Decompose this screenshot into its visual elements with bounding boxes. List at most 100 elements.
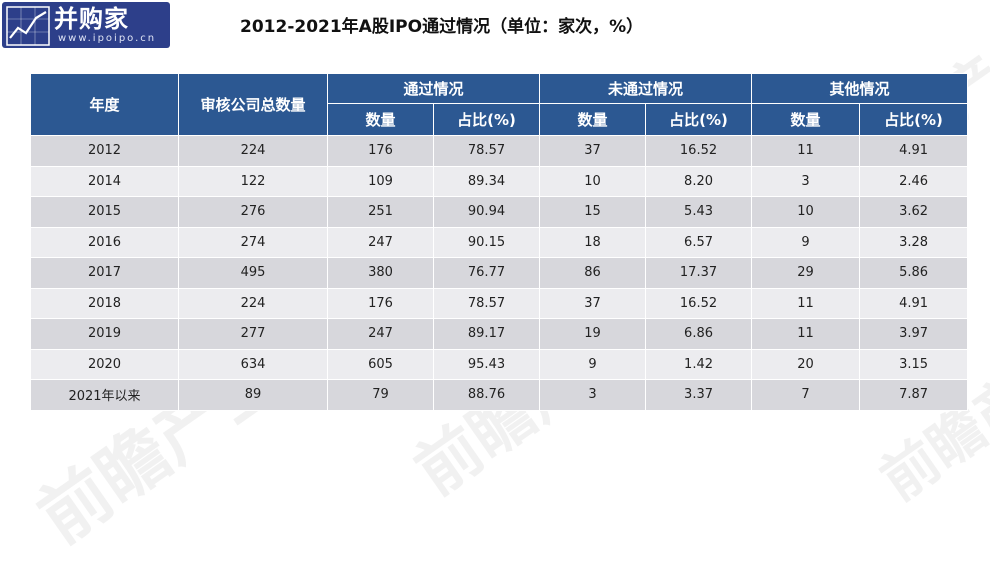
- cell-other-ratio: 2.46: [859, 165, 969, 197]
- table-row: 2021年以来 89 79 88.76 3 3.37 7 7.87: [30, 379, 969, 411]
- cell-failed-count: 10: [539, 165, 647, 197]
- cell-other-count: 7: [751, 379, 861, 411]
- cell-passed-ratio: 78.57: [432, 287, 541, 319]
- header-count: 数量: [751, 103, 861, 136]
- cell-failed-ratio: 8.20: [645, 165, 753, 197]
- cell-year: 2018: [30, 287, 179, 319]
- cell-passed-ratio: 95.43: [432, 348, 541, 380]
- cell-failed-ratio: 6.57: [645, 226, 753, 258]
- cell-passed-count: 176: [327, 135, 434, 167]
- table-row: 2016 274 247 90.15 18 6.57 9 3.28: [30, 226, 969, 258]
- cell-year: 2019: [30, 318, 179, 350]
- cell-other-count: 3: [751, 165, 861, 197]
- header-count: 数量: [327, 103, 434, 136]
- logo-url: www.ipoipo.cn: [58, 33, 157, 44]
- cell-passed-count: 247: [327, 318, 434, 350]
- cell-failed-count: 9: [539, 348, 647, 380]
- cell-other-ratio: 4.91: [859, 135, 969, 167]
- table-row: 2014 122 109 89.34 10 8.20 3 2.46: [30, 165, 969, 197]
- cell-year: 2012: [30, 135, 179, 167]
- chart-title: 2012-2021年A股IPO通过情况（单位：家次，%）: [240, 17, 644, 37]
- cell-passed-count: 380: [327, 257, 434, 289]
- cell-passed-count: 79: [327, 379, 434, 411]
- table-body: 2012 224 176 78.57 37 16.52 11 4.91 2014…: [30, 135, 969, 411]
- header-failed: 未通过情况: [539, 73, 753, 104]
- cell-passed-count: 109: [327, 165, 434, 197]
- cell-passed-ratio: 88.76: [432, 379, 541, 411]
- cell-total: 276: [178, 196, 328, 228]
- cell-failed-ratio: 16.52: [645, 287, 753, 319]
- cell-other-count: 11: [751, 287, 861, 319]
- cell-other-count: 20: [751, 348, 861, 380]
- header-year: 年度: [30, 73, 179, 136]
- logo-name: 并购家: [54, 5, 129, 33]
- cell-failed-ratio: 1.42: [645, 348, 753, 380]
- cell-year: 2021年以来: [30, 379, 179, 411]
- table-row: 2017 495 380 76.77 86 17.37 29 5.86: [30, 257, 969, 289]
- header-total: 审核公司总数量: [178, 73, 328, 136]
- header-ratio: 占比(%): [645, 103, 753, 136]
- cell-year: 2015: [30, 196, 179, 228]
- header-ratio: 占比(%): [432, 103, 541, 136]
- chart-logo-icon: [6, 6, 50, 46]
- cell-failed-ratio: 3.37: [645, 379, 753, 411]
- cell-total: 224: [178, 287, 328, 319]
- table-row: 2020 634 605 95.43 9 1.42 20 3.15: [30, 348, 969, 380]
- cell-other-ratio: 3.15: [859, 348, 969, 380]
- cell-other-ratio: 3.97: [859, 318, 969, 350]
- cell-failed-ratio: 5.43: [645, 196, 753, 228]
- cell-total: 224: [178, 135, 328, 167]
- cell-total: 634: [178, 348, 328, 380]
- cell-year: 2017: [30, 257, 179, 289]
- cell-other-count: 29: [751, 257, 861, 289]
- cell-total: 277: [178, 318, 328, 350]
- cell-passed-count: 176: [327, 287, 434, 319]
- cell-other-ratio: 3.28: [859, 226, 969, 258]
- cell-passed-ratio: 90.15: [432, 226, 541, 258]
- header-row: 年度 审核公司总数量 通过情况 未通过情况 其他情况: [30, 73, 969, 136]
- cell-failed-count: 3: [539, 379, 647, 411]
- cell-total: 274: [178, 226, 328, 258]
- cell-total: 89: [178, 379, 328, 411]
- header-passed: 通过情况: [326, 73, 541, 104]
- cell-passed-ratio: 78.57: [432, 135, 541, 167]
- cell-passed-ratio: 89.17: [432, 318, 541, 350]
- cell-passed-ratio: 89.34: [432, 165, 541, 197]
- cell-year: 2016: [30, 226, 179, 258]
- cell-other-ratio: 3.62: [859, 196, 969, 228]
- cell-failed-count: 15: [539, 196, 647, 228]
- cell-failed-count: 18: [539, 226, 647, 258]
- cell-other-count: 11: [751, 135, 861, 167]
- logo: 并购家 www.ipoipo.cn: [2, 2, 170, 48]
- cell-other-ratio: 5.86: [859, 257, 969, 289]
- header-ratio: 占比(%): [859, 103, 969, 136]
- cell-other-ratio: 4.91: [859, 287, 969, 319]
- cell-failed-ratio: 17.37: [645, 257, 753, 289]
- table-row: 2012 224 176 78.57 37 16.52 11 4.91: [30, 135, 969, 167]
- cell-passed-ratio: 76.77: [432, 257, 541, 289]
- cell-other-count: 9: [751, 226, 861, 258]
- cell-other-count: 10: [751, 196, 861, 228]
- cell-failed-count: 19: [539, 318, 647, 350]
- cell-failed-ratio: 6.86: [645, 318, 753, 350]
- table-row: 2018 224 176 78.57 37 16.52 11 4.91: [30, 287, 969, 319]
- cell-year: 2014: [30, 165, 179, 197]
- cell-failed-count: 37: [539, 135, 647, 167]
- cell-other-ratio: 7.87: [859, 379, 969, 411]
- cell-passed-ratio: 90.94: [432, 196, 541, 228]
- header-other: 其他情况: [751, 73, 969, 104]
- cell-year: 2020: [30, 348, 179, 380]
- table-row: 2019 277 247 89.17 19 6.86 11 3.97: [30, 318, 969, 350]
- cell-passed-count: 251: [327, 196, 434, 228]
- subheader-row: 数量 占比(%) 数量 占比(%) 数量 占比(%): [31, 103, 969, 136]
- table-row: 2015 276 251 90.94 15 5.43 10 3.62: [30, 196, 969, 228]
- cell-passed-count: 247: [327, 226, 434, 258]
- ipo-table: 年度 审核公司总数量 通过情况 未通过情况 其他情况 数量 占比(%) 数量 占…: [30, 73, 969, 411]
- cell-total: 122: [178, 165, 328, 197]
- cell-failed-count: 37: [539, 287, 647, 319]
- cell-other-count: 11: [751, 318, 861, 350]
- cell-total: 495: [178, 257, 328, 289]
- cell-failed-ratio: 16.52: [645, 135, 753, 167]
- cell-failed-count: 86: [539, 257, 647, 289]
- header-count: 数量: [539, 103, 647, 136]
